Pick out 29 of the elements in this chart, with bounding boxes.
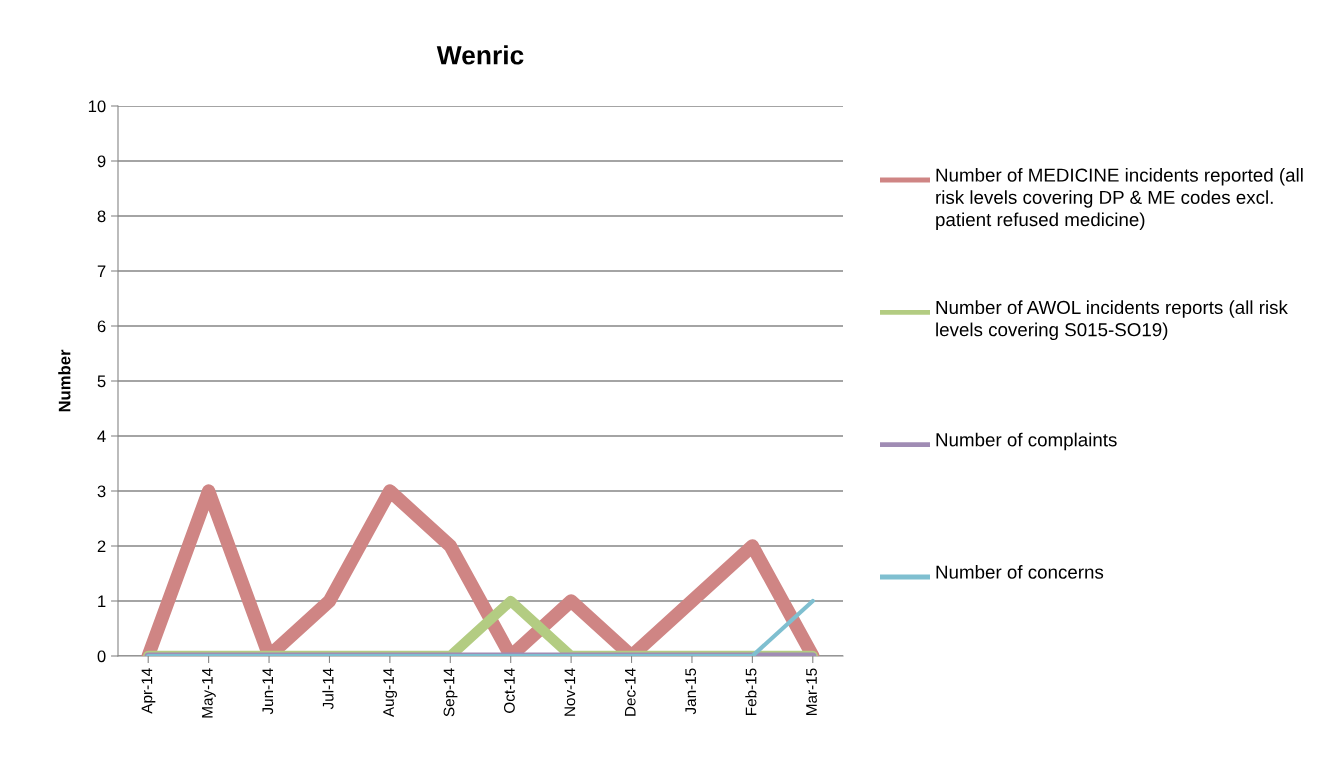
legend-label: Number of complaints	[936, 432, 1117, 451]
x-tick-label: Jan-15	[685, 668, 697, 715]
y-tick-label: 9	[97, 155, 106, 168]
legend-label: Number of AWOL incidents reports (all risk levels covering S015-SO19)	[936, 300, 1288, 341]
y-tick-label: 6	[97, 320, 106, 333]
y-tick-label: 0	[97, 650, 106, 663]
y-axis-title: Number	[58, 349, 71, 412]
y-tick-label: 1	[98, 595, 106, 608]
x-tick-label: Dec-14	[624, 668, 636, 716]
y-tick-label: 10	[88, 100, 106, 113]
x-tick-label: Jul-14	[322, 668, 334, 710]
y-tick-label: 4	[97, 430, 106, 443]
x-tick-label: Jun-14	[262, 668, 274, 715]
y-tick-label: 5	[97, 375, 106, 388]
legend-label: Number of concerns	[936, 565, 1104, 579]
x-tick-label: Nov-14	[564, 668, 576, 716]
x-tick-label: Apr-14	[141, 668, 156, 714]
x-tick-label: Aug-14	[383, 668, 397, 718]
y-tick-label: 7	[97, 265, 106, 278]
x-tick-label: Sep-14	[443, 668, 458, 717]
y-tick-label: 3	[97, 485, 106, 498]
x-tick-label: May-14	[202, 668, 216, 718]
y-tick-label: 8	[97, 210, 106, 223]
chart-title: Wenric	[436, 45, 524, 65]
y-tick-label: 2	[97, 540, 106, 553]
x-tick-label: Mar-15	[806, 668, 817, 715]
legend-label: Number of MEDICINE incidents reported (all risk levels covering DP & ME codes excl. patient refused medicine)	[936, 168, 1303, 230]
x-tick-label: Feb-15	[745, 668, 757, 715]
x-tick-label: Oct-14	[503, 668, 515, 713]
